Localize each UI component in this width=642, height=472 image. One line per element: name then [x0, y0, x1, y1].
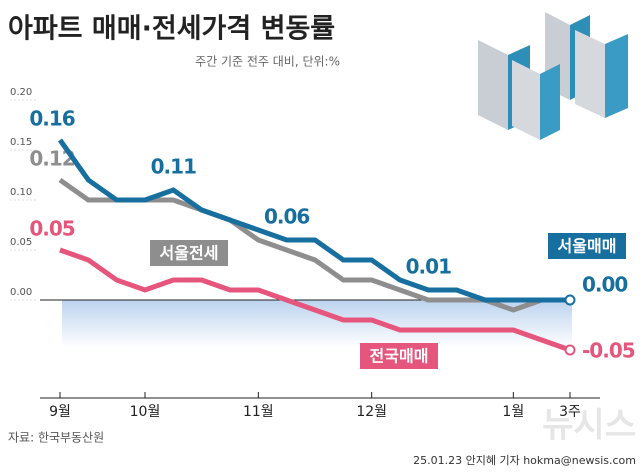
value-label: 0.11: [151, 155, 196, 179]
building-icons: [478, 12, 628, 140]
x-tick-label: 9월: [49, 404, 71, 420]
chart-subtitle: 주간 기준 전주 대비, 단위:%: [195, 55, 340, 69]
x-tick-label: 12월: [356, 404, 387, 420]
negative-zone: [62, 300, 572, 348]
chart-title: 아파트 매매·전세가격 변동률: [8, 14, 335, 45]
y-tick-label: 0.05: [10, 237, 32, 248]
watermark: 뉴시스: [542, 406, 636, 446]
end-marker: [564, 294, 576, 306]
value-label: -0.05: [582, 339, 635, 363]
x-tick-label: 10월: [130, 404, 161, 420]
x-tick-label: 11월: [243, 404, 274, 420]
legend-box: [150, 240, 228, 266]
credit: 25.01.23 안지혜 기자 hokma@newsis.com: [413, 454, 636, 467]
end-marker: [564, 344, 576, 356]
value-label: 0.01: [406, 255, 451, 279]
legend-box: [360, 343, 438, 369]
value-label: 0.05: [29, 217, 74, 241]
legend-label: 전국매매: [370, 347, 429, 366]
source: 자료: 한국부동산원: [8, 431, 104, 445]
y-tick-label: 0.10: [10, 187, 32, 198]
y-tick-label: 0.00: [10, 287, 32, 298]
x-tick-label: 1월: [502, 404, 524, 420]
series-line: [57, 138, 570, 303]
value-label: 0.00: [582, 273, 627, 297]
x-tick-label: 3주: [559, 404, 581, 420]
series-line: [59, 247, 571, 353]
legend-label: 서울매매: [558, 237, 617, 256]
value-label: 0.16: [29, 107, 74, 131]
value-label: 0.06: [264, 205, 309, 229]
legend-box: [548, 233, 626, 259]
legend-label: 서울전세: [160, 244, 219, 263]
y-tick-label: 0.15: [10, 137, 32, 148]
y-tick-label: 0.20: [10, 87, 32, 98]
